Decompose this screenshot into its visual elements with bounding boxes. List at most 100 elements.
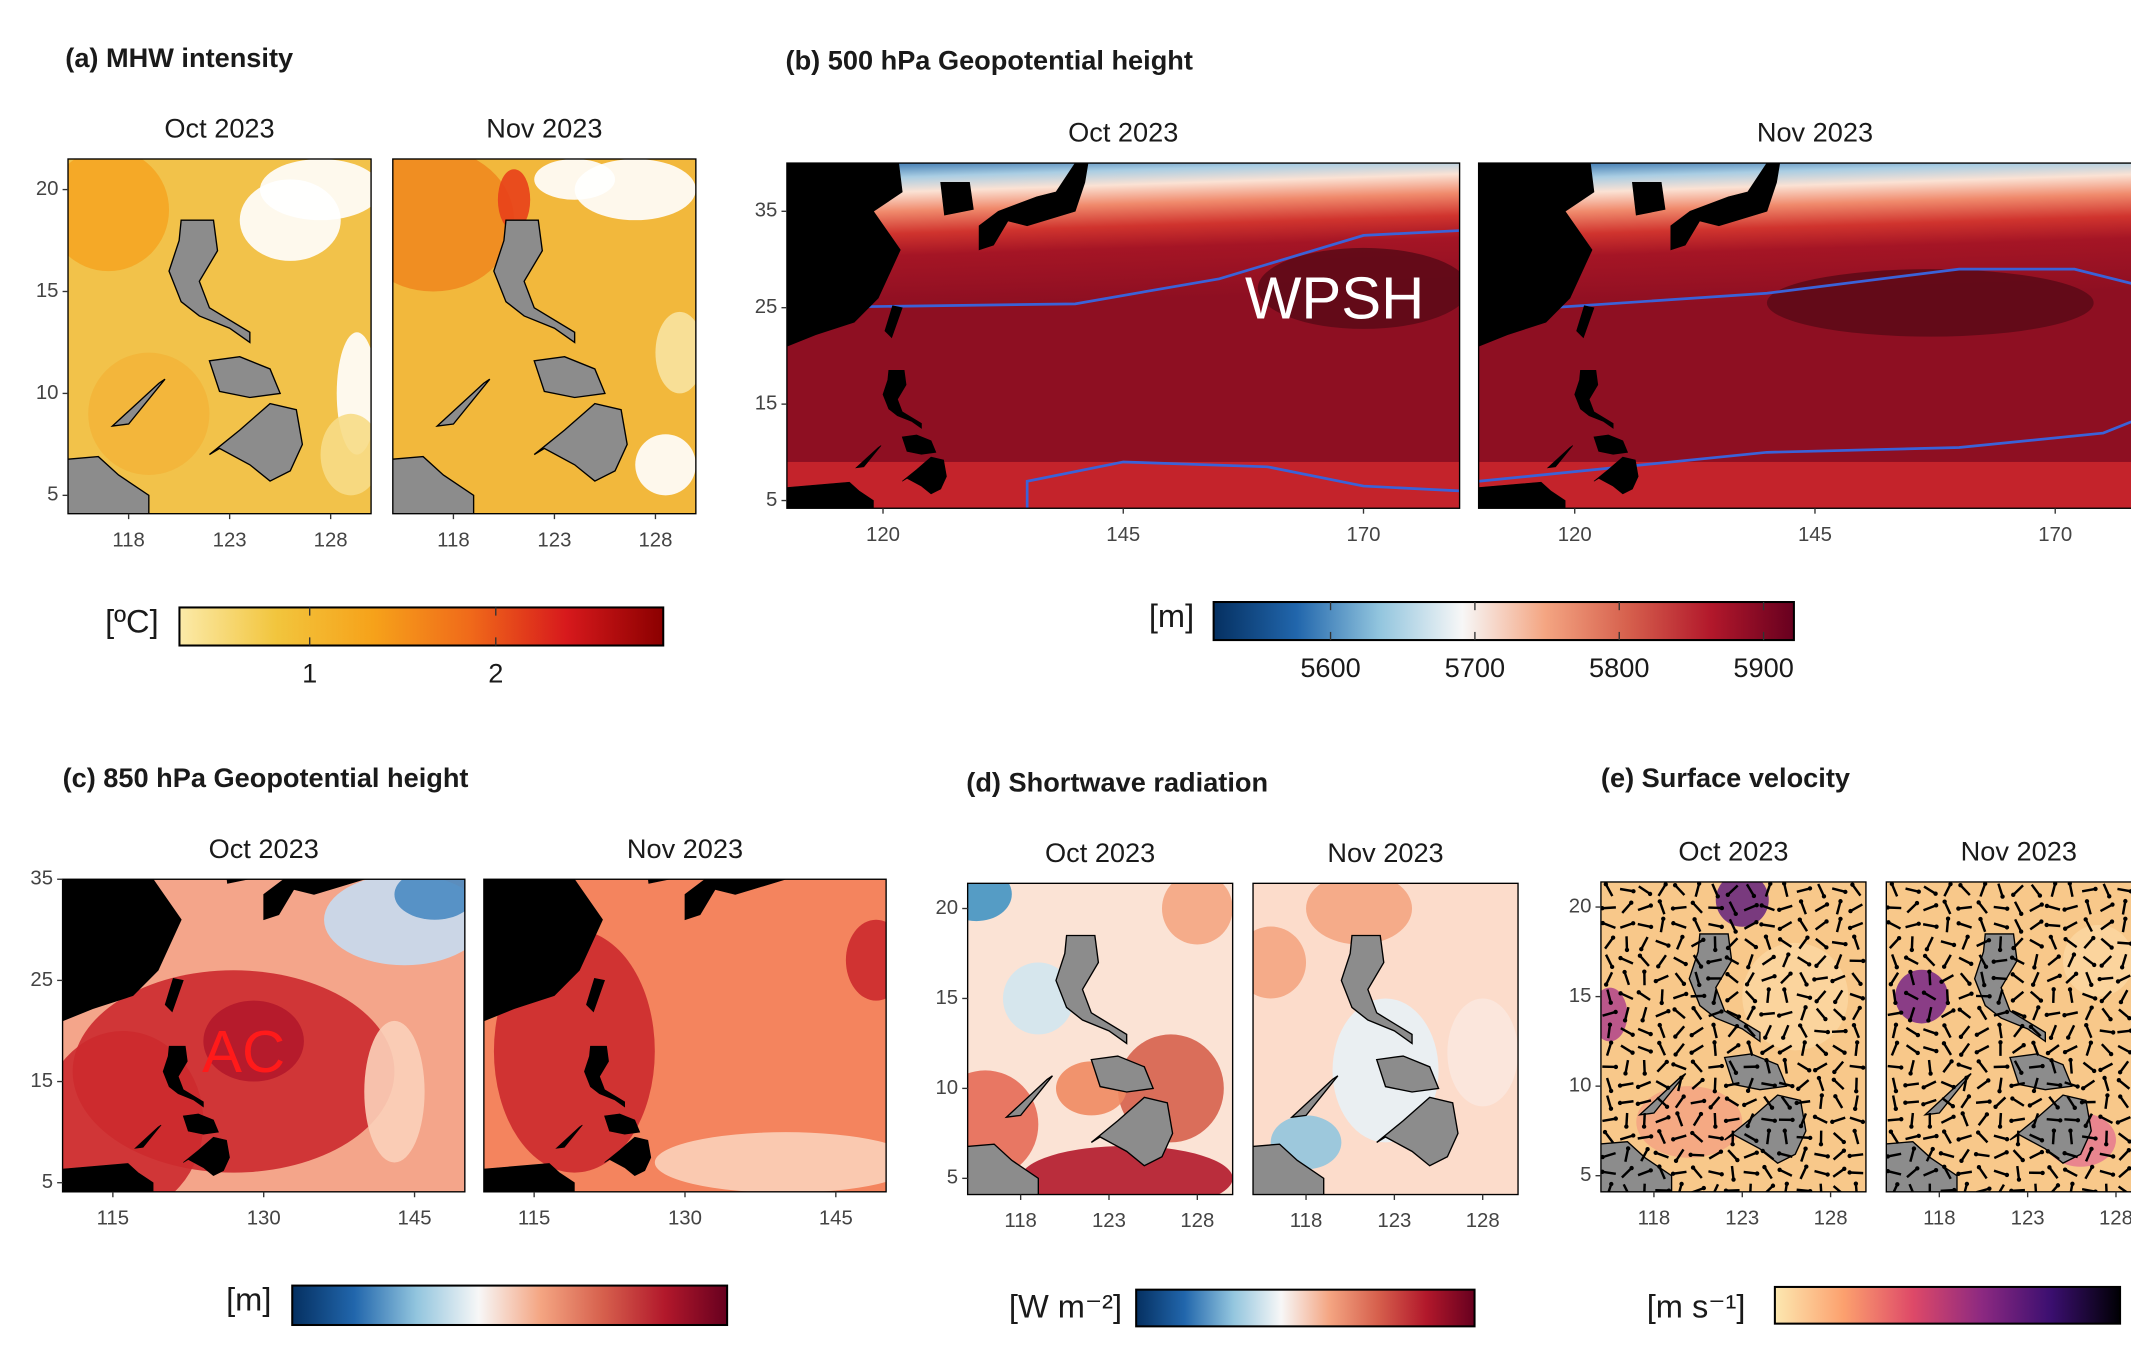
vector-head: [1969, 962, 1973, 966]
vector-head: [1751, 1006, 1755, 1010]
vector-head: [1638, 954, 1642, 958]
vector-head: [1997, 1089, 2001, 1093]
vector-head: [1628, 1194, 1632, 1198]
vector-head: [2040, 902, 2044, 906]
x-tick-label: 118: [112, 529, 144, 551]
vector-head: [1987, 1186, 1991, 1190]
vector-head: [1759, 922, 1763, 926]
vector-head: [1618, 956, 1622, 960]
vector-head: [1808, 1136, 1812, 1140]
vector-head: [2085, 899, 2089, 903]
vector-head: [1977, 1059, 1981, 1063]
vector-head: [1688, 1153, 1692, 1157]
field-blob: [88, 353, 209, 475]
vector-head: [1915, 901, 1919, 905]
x-tick-label: 128: [314, 529, 348, 551]
vector-head: [1778, 927, 1782, 931]
vector-head: [1928, 1124, 1932, 1128]
vector-head: [1977, 1165, 1981, 1169]
vector-head: [2058, 1118, 2062, 1122]
vector-head: [1679, 1076, 1683, 1080]
map-title: Oct 2023: [1678, 836, 1788, 867]
vector-head: [1984, 965, 1988, 969]
vector-head: [1702, 1099, 1706, 1103]
vector-head: [1608, 1023, 1612, 1027]
vector-head: [1917, 922, 1921, 926]
vector-head: [1894, 1089, 1898, 1093]
vector-head: [2080, 1100, 2084, 1104]
vector-head: [2063, 1050, 2067, 1054]
map: WPSH: [691, 115, 1469, 549]
land: [691, 482, 874, 549]
y-tick-label: 15: [30, 1070, 53, 1092]
vector-head: [1934, 903, 1938, 907]
field-blob: [1895, 970, 1948, 1024]
vector-head: [1657, 1164, 1661, 1168]
vector-head: [1720, 1064, 1724, 1068]
vector-head: [2111, 1030, 2115, 1034]
vector-head: [1657, 1041, 1661, 1045]
vector-head: [1724, 1119, 1728, 1123]
x-tick-label: 128: [2099, 1207, 2131, 1229]
vector-head: [1975, 1033, 1979, 1037]
vector-head: [1807, 1068, 1811, 1072]
vector-head: [1706, 976, 1710, 980]
annotation: WPSH: [1245, 265, 1424, 332]
colorbar-label: [m s⁻¹]: [1647, 1287, 1746, 1324]
vector-head: [2016, 1142, 2020, 1146]
vector-head: [2111, 1172, 2115, 1176]
y-tick-label: 15: [755, 393, 778, 415]
vector-head: [2093, 887, 2097, 891]
vector-head: [1858, 982, 1862, 986]
x-tick-label: 123: [1092, 1210, 1126, 1232]
map-title: Nov 2023: [1327, 837, 1443, 868]
field-blob: [48, 149, 169, 271]
vector-head: [1691, 1060, 1695, 1064]
vector-head: [1899, 1065, 1903, 1069]
vector-head: [1942, 965, 1946, 969]
vector-head: [2118, 1094, 2122, 1098]
vector-head: [1618, 991, 1622, 995]
vector-head: [1609, 1089, 1613, 1093]
colorbar: [1775, 1287, 2120, 1324]
vector-head: [2090, 1165, 2094, 1169]
vector-head: [1978, 917, 1982, 921]
vector-head: [2068, 1129, 2072, 1133]
vector-head: [1649, 903, 1653, 907]
vector-head: [1858, 1006, 1862, 1010]
vector-head: [1623, 1071, 1627, 1075]
vector-head: [1895, 1182, 1899, 1186]
vector-head: [1921, 1085, 1925, 1089]
vector-head: [1702, 1186, 1706, 1190]
map-title: Oct 2023: [209, 833, 319, 864]
vector-head: [1665, 1105, 1669, 1109]
vector-head: [1666, 1086, 1670, 1090]
vector-head: [1958, 883, 1962, 887]
vector-head: [1699, 964, 1703, 968]
vector-head: [1777, 1013, 1781, 1017]
vector-head: [1928, 1071, 1932, 1075]
vector-head: [1927, 970, 1931, 974]
vector-head: [2066, 1035, 2070, 1039]
vector-head: [1773, 1083, 1777, 1087]
vector-head: [1893, 1001, 1897, 1005]
vector-head: [2049, 1058, 2053, 1062]
vector-head: [1921, 1102, 1925, 1106]
vector-head: [1824, 919, 1828, 923]
vector-head: [1928, 1195, 1932, 1199]
vector-head: [1673, 883, 1677, 887]
vector-head: [2084, 917, 2088, 921]
vector-head: [2046, 1051, 2050, 1055]
vector-head: [2049, 1036, 2053, 1040]
vector-head: [1724, 1084, 1728, 1088]
vector-head: [1666, 1115, 1670, 1119]
vector-arrow: [1821, 1184, 1822, 1198]
vector-head: [2045, 1013, 2049, 1017]
panel-title: (a) MHW intensity: [65, 42, 293, 73]
field-blob: [321, 414, 382, 496]
y-tick-label: 20: [935, 897, 958, 919]
vector-head: [1942, 1023, 1946, 1027]
vector-head: [1613, 1010, 1617, 1014]
y-tick-label: 35: [30, 868, 53, 890]
field-blob: [534, 159, 615, 200]
